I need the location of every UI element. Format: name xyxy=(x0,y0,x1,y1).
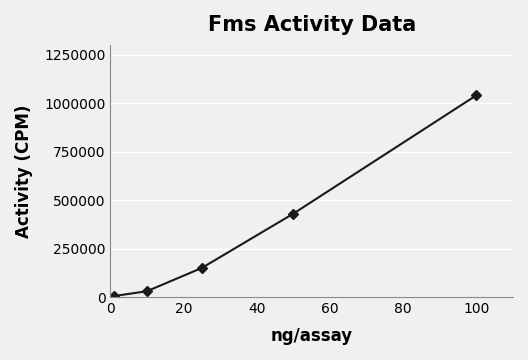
Y-axis label: Activity (CPM): Activity (CPM) xyxy=(15,104,33,238)
X-axis label: ng/assay: ng/assay xyxy=(271,327,353,345)
Title: Fms Activity Data: Fms Activity Data xyxy=(208,15,416,35)
